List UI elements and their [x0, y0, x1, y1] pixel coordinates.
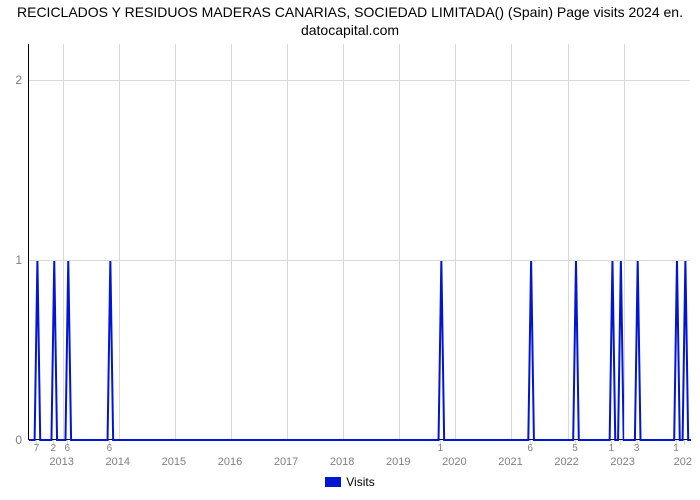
gridline-v	[511, 44, 512, 439]
x-value-label: 1	[609, 443, 615, 454]
gridline-v	[455, 44, 456, 439]
gridline-v	[287, 44, 288, 439]
x-value-label: 1	[438, 443, 444, 454]
gridline-v	[63, 44, 64, 439]
gridline-h	[29, 80, 690, 81]
legend-label: Visits	[346, 475, 374, 489]
visits-chart: RECICLADOS Y RESIDUOS MADERAS CANARIAS, …	[0, 0, 700, 500]
x-value-label: 2	[50, 443, 56, 454]
x-value-label: 6	[527, 443, 533, 454]
chart-title-line1: RECICLADOS Y RESIDUOS MADERAS CANARIAS, …	[17, 4, 683, 20]
gridline-v	[231, 44, 232, 439]
plot-area	[28, 44, 690, 440]
x-value-label: 1	[673, 443, 679, 454]
legend-swatch	[325, 477, 341, 487]
x-year-label: 2022	[554, 456, 578, 468]
x-year-label: 2016	[218, 456, 242, 468]
x-value-label: 6	[107, 443, 113, 454]
x-year-label: 2017	[274, 456, 298, 468]
x-year-label: 2020	[442, 456, 466, 468]
chart-title: RECICLADOS Y RESIDUOS MADERAS CANARIAS, …	[0, 0, 700, 39]
x-value-label: 6	[64, 443, 70, 454]
x-tick-mark	[684, 440, 685, 445]
y-tick-label: 2	[6, 73, 22, 87]
x-year-label: 2023	[610, 456, 634, 468]
gridline-v	[624, 44, 625, 439]
y-tick-label: 0	[6, 433, 22, 447]
x-value-label: 7	[34, 443, 40, 454]
x-year-label: 202	[674, 456, 692, 468]
chart-title-line2: datocapital.com	[301, 22, 399, 38]
y-tick-label: 1	[6, 253, 22, 267]
x-tick-mark	[620, 440, 621, 445]
gridline-v	[568, 44, 569, 439]
x-year-label: 2013	[49, 456, 73, 468]
legend: Visits	[0, 474, 700, 489]
x-year-label: 2018	[330, 456, 354, 468]
x-year-label: 2019	[386, 456, 410, 468]
gridline-v	[175, 44, 176, 439]
x-value-label: 5	[572, 443, 578, 454]
x-year-label: 2014	[106, 456, 130, 468]
x-year-label: 2015	[162, 456, 186, 468]
gridline-h	[29, 260, 690, 261]
gridline-v	[119, 44, 120, 439]
gridline-v	[343, 44, 344, 439]
x-year-label: 2021	[498, 456, 522, 468]
gridline-v	[399, 44, 400, 439]
x-value-label: 3	[634, 443, 640, 454]
visits-line	[29, 44, 691, 440]
